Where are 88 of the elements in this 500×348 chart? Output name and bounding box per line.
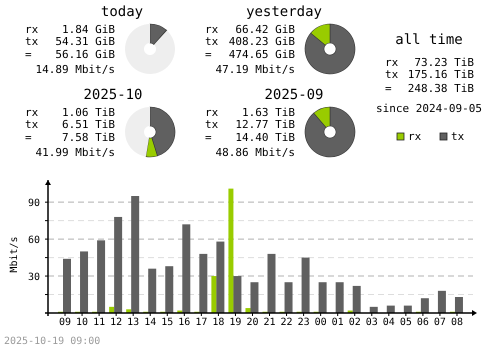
text: = 14.40 TiB xyxy=(205,131,295,144)
bar xyxy=(250,282,258,313)
text: tx 54.31 GiB xyxy=(25,35,115,48)
bar xyxy=(211,276,216,313)
text: rx 73.23 TiB xyxy=(385,56,474,69)
bar xyxy=(454,296,463,313)
text: 14.89 Mbit/s xyxy=(36,63,115,76)
donut-slice xyxy=(150,106,176,156)
donut-slice xyxy=(125,24,175,74)
text: = 56.16 GiB xyxy=(25,48,115,61)
text: rx 1.63 TiB xyxy=(205,106,295,119)
chart-title: 2025-09 xyxy=(264,87,324,103)
x-tick-label: 02 xyxy=(348,317,361,328)
text: tx 12.77 TiB xyxy=(205,118,295,131)
bar xyxy=(404,306,412,313)
x-tick-label: 12 xyxy=(110,317,122,328)
bar xyxy=(233,276,242,313)
bar xyxy=(438,290,446,313)
bar xyxy=(336,282,344,313)
x-tick-label: 17 xyxy=(195,317,208,328)
chart-title: 2025-10 xyxy=(83,87,143,103)
text: tx 6.51 TiB xyxy=(25,118,115,131)
text: tx 408.23 GiB xyxy=(205,35,296,48)
x-tick-label: 05 xyxy=(400,317,412,328)
x-tick-label: 07 xyxy=(434,317,446,328)
x-tick-label: 22 xyxy=(280,317,293,328)
text: 47.19 Mbit/s xyxy=(216,63,295,76)
y-axis-title: Mbit/s xyxy=(9,236,20,273)
bar xyxy=(245,308,250,313)
text: 2025-10-19 09:00 xyxy=(4,336,100,347)
donut-slice xyxy=(150,24,167,45)
chart-title: today xyxy=(100,4,144,20)
donut-slice xyxy=(125,107,150,157)
bar xyxy=(165,266,174,313)
x-tick-label: 08 xyxy=(450,317,464,328)
bar xyxy=(216,242,224,313)
chart-title: yesterday xyxy=(246,4,322,20)
x-tick-label: 16 xyxy=(178,317,190,328)
x-tick-label: 06 xyxy=(416,317,429,328)
x-tick-label: 01 xyxy=(332,317,344,328)
text: = 248.38 TiB xyxy=(385,82,474,95)
bar xyxy=(114,216,122,313)
bar xyxy=(182,224,190,313)
text: rx 1.84 GiB xyxy=(25,23,115,36)
text: = 7.58 TiB xyxy=(25,131,115,144)
x-tick-label: 00 xyxy=(314,317,327,328)
text: = 474.65 GiB xyxy=(205,48,295,61)
x-tick-label: 09 xyxy=(58,317,72,328)
bar xyxy=(420,298,429,313)
text: since 2024-09-05 xyxy=(376,102,482,115)
x-tick-label: 13 xyxy=(127,317,140,328)
text: 48.86 Mbit/s xyxy=(216,146,295,159)
legend-label: rx xyxy=(408,130,422,143)
x-tick-label: 15 xyxy=(161,317,174,328)
bar xyxy=(318,282,327,313)
bar xyxy=(63,258,71,313)
bar xyxy=(80,251,88,313)
x-tick-label: 04 xyxy=(382,317,395,328)
text: 41.99 Mbit/s xyxy=(36,146,115,159)
text: rx 66.42 GiB xyxy=(205,23,295,36)
x-tick-label: 21 xyxy=(263,317,276,328)
x-tick-label: 14 xyxy=(144,317,156,328)
y-tick-label: 30 xyxy=(28,272,40,284)
x-tick-label: 19 xyxy=(229,317,242,328)
x-tick-label: 10 xyxy=(76,317,88,328)
text: rx 1.06 TiB xyxy=(25,106,115,119)
x-tick-label: 18 xyxy=(212,317,224,328)
donut-slice xyxy=(304,24,356,74)
text: tx 175.16 TiB xyxy=(385,68,474,81)
y-tick-label: 90 xyxy=(28,198,40,210)
bar xyxy=(302,258,310,313)
bar xyxy=(148,268,156,313)
donut-slice xyxy=(304,106,356,158)
bar xyxy=(284,282,293,313)
bar xyxy=(228,188,234,313)
bar xyxy=(97,240,106,313)
bar xyxy=(131,196,140,313)
text: all time xyxy=(395,32,463,48)
bar xyxy=(352,286,361,313)
x-tick-label: 11 xyxy=(93,317,106,328)
x-tick-label: 03 xyxy=(366,317,378,328)
legend-label: tx xyxy=(451,130,465,143)
bar xyxy=(386,306,395,313)
x-tick-label: 20 xyxy=(246,317,259,328)
bar xyxy=(199,254,208,313)
bar xyxy=(268,254,276,313)
x-tick-label: 23 xyxy=(298,317,310,328)
y-tick-label: 60 xyxy=(28,235,40,246)
